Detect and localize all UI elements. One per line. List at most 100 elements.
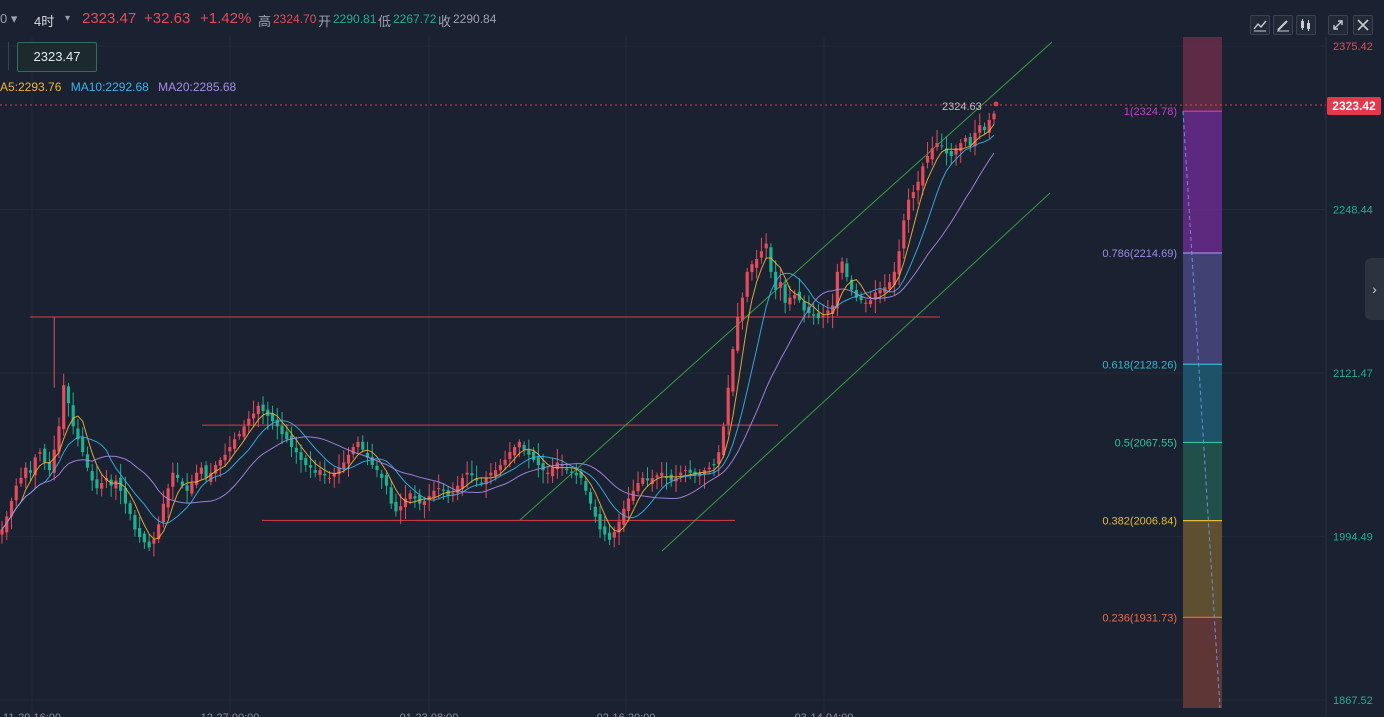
candle-body <box>123 487 128 504</box>
chevron-down-icon[interactable]: ▾ <box>65 13 71 24</box>
candle-body <box>327 477 332 479</box>
candle-body <box>911 192 915 199</box>
last-price: 2323.47 <box>82 10 137 27</box>
candle-style-icon[interactable] <box>1296 15 1316 35</box>
x-axis: 11-29 16:00 12-27 00:00 01-23 08:00 02-16 2… <box>3 712 853 717</box>
candle-body <box>195 472 199 485</box>
candle-body <box>721 426 726 456</box>
candle-body <box>503 459 507 465</box>
y-axis: 2375.42 2248.44 2121.47 1994.49 1867.52 <box>1333 41 1373 707</box>
close-label: 收 <box>438 14 452 29</box>
y-tick-label: 2121.47 <box>1333 368 1373 380</box>
candle-body <box>916 181 920 191</box>
candle-body <box>147 541 151 548</box>
candle-body <box>546 472 550 474</box>
candle-body <box>280 426 284 435</box>
candle-body <box>688 469 692 473</box>
candle-body <box>180 481 184 486</box>
candle-body <box>968 137 972 146</box>
candle-body <box>313 470 317 473</box>
candle-body <box>655 475 659 478</box>
chevron-right-icon[interactable]: › <box>1365 258 1384 320</box>
fib-level-label: 1(2324.78) <box>1124 106 1177 118</box>
candle-body <box>593 506 597 517</box>
y-tick-label: 1867.52 <box>1333 695 1373 707</box>
candle-body <box>831 305 835 315</box>
channel-lower <box>661 192 1051 552</box>
candle-body <box>128 503 132 514</box>
ma20-value: MA20:2285.68 <box>158 80 237 94</box>
candle-body <box>114 480 118 489</box>
candle-body <box>218 459 222 466</box>
candle-body <box>451 493 455 495</box>
candle-body <box>57 426 61 452</box>
candle-body <box>750 264 754 273</box>
fib-level-label: 0.236(1931.73) <box>1102 612 1177 624</box>
peak-marker <box>993 101 999 107</box>
candle-body <box>645 478 650 481</box>
candle-body <box>52 449 56 473</box>
candle-body <box>24 467 28 478</box>
price-input-box[interactable]: 2323.47 <box>17 42 97 72</box>
fib-level-label: 0.786(2214.69) <box>1102 248 1177 260</box>
candle-body <box>560 465 564 467</box>
candle-body <box>726 387 730 425</box>
candle-body <box>494 470 498 477</box>
close-icon[interactable] <box>1353 15 1373 35</box>
symbol-menu[interactable]: 0 ▾ <box>0 11 18 26</box>
candle-body <box>641 477 645 484</box>
pen-tool-icon[interactable] <box>1273 15 1293 35</box>
candle-body <box>508 452 512 460</box>
candle-body <box>119 477 123 491</box>
candle-body <box>294 447 298 453</box>
candle-body <box>275 419 279 427</box>
fib-zone <box>1183 364 1222 443</box>
line-tool-icon[interactable] <box>1250 15 1270 35</box>
candle-body <box>289 435 294 448</box>
candle-body <box>332 472 336 477</box>
candle-body <box>949 151 953 156</box>
candle-body <box>356 441 360 448</box>
price-change-percent: +1.42% <box>200 10 252 27</box>
candle-body <box>299 452 303 460</box>
candle-body <box>38 452 42 454</box>
candle-body <box>778 282 783 288</box>
candle-body <box>408 493 412 500</box>
candle-body <box>821 315 825 317</box>
candle-body <box>626 498 631 511</box>
current-price-tag: 2323.42 <box>1327 97 1381 115</box>
candle-body <box>892 271 896 286</box>
candle-body <box>541 463 545 471</box>
candle-body <box>897 251 901 275</box>
candle-body <box>826 310 830 314</box>
candle-body <box>285 431 289 440</box>
fib-trend-line <box>1182 111 1221 709</box>
candle-body <box>270 413 275 422</box>
candle-body <box>925 155 930 163</box>
candle-body <box>47 462 52 471</box>
candle-body <box>712 464 716 466</box>
candle-body <box>603 526 607 535</box>
timeframe-selector[interactable]: 4时 <box>34 14 55 29</box>
candle-body <box>380 473 384 478</box>
candle-body <box>403 498 408 508</box>
candle-body <box>441 489 446 491</box>
candle-body <box>835 271 839 309</box>
candle-body <box>930 148 934 160</box>
candle-body <box>475 478 479 481</box>
fib-level-label: 0.618(2128.26) <box>1102 359 1177 371</box>
candle-body <box>152 539 156 544</box>
grid <box>0 37 1326 717</box>
candle-body <box>574 472 578 476</box>
candle-body <box>394 501 398 512</box>
candle-body <box>584 481 588 491</box>
collapse-tab[interactable] <box>0 42 9 70</box>
candle-body <box>81 437 85 453</box>
candle-body <box>617 521 621 533</box>
candle-body <box>66 386 71 404</box>
close-value: 2290.84 <box>453 12 497 26</box>
candle-body <box>232 439 237 449</box>
candle-body <box>157 524 161 540</box>
expand-icon[interactable] <box>1328 15 1348 35</box>
